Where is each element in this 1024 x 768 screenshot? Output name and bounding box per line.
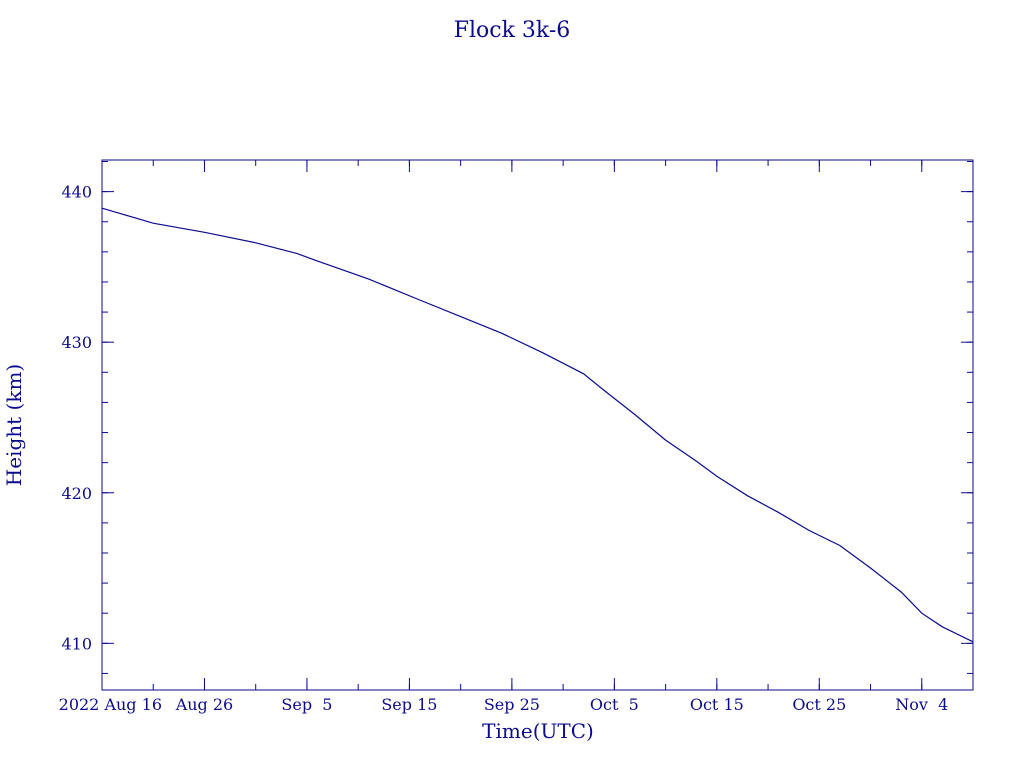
y-axis-label: Height (km) xyxy=(2,364,26,486)
x-tick-label: Aug 26 xyxy=(175,695,234,714)
y-tick-label: 420 xyxy=(61,484,92,503)
y-tick-label: 410 xyxy=(61,634,92,653)
x-tick-label: Oct 5 xyxy=(590,695,639,714)
axis-ticks xyxy=(101,160,974,690)
plot-frame xyxy=(101,159,974,691)
series-line-height xyxy=(101,207,974,643)
x-tick-label: 2022 Aug 16 xyxy=(59,695,162,714)
x-tick-label: Oct 15 xyxy=(690,695,744,714)
x-tick-label: Oct 25 xyxy=(792,695,846,714)
x-tick-label: Sep 25 xyxy=(484,695,540,714)
chart-title: Flock 3k-6 xyxy=(454,18,571,43)
axis-tick-labels: 2022 Aug 16 Aug 26 Sep 5 Sep 15 Sep 25 Oct 5 O… xyxy=(59,183,949,714)
x-axis-label: Time(UTC) xyxy=(482,719,594,743)
y-tick-label: 440 xyxy=(61,183,92,202)
x-tick-label: Nov 4 xyxy=(895,695,948,714)
x-tick-label: Sep 15 xyxy=(381,695,437,714)
x-tick-label: Sep 5 xyxy=(281,695,332,714)
y-tick-label: 430 xyxy=(61,333,92,352)
